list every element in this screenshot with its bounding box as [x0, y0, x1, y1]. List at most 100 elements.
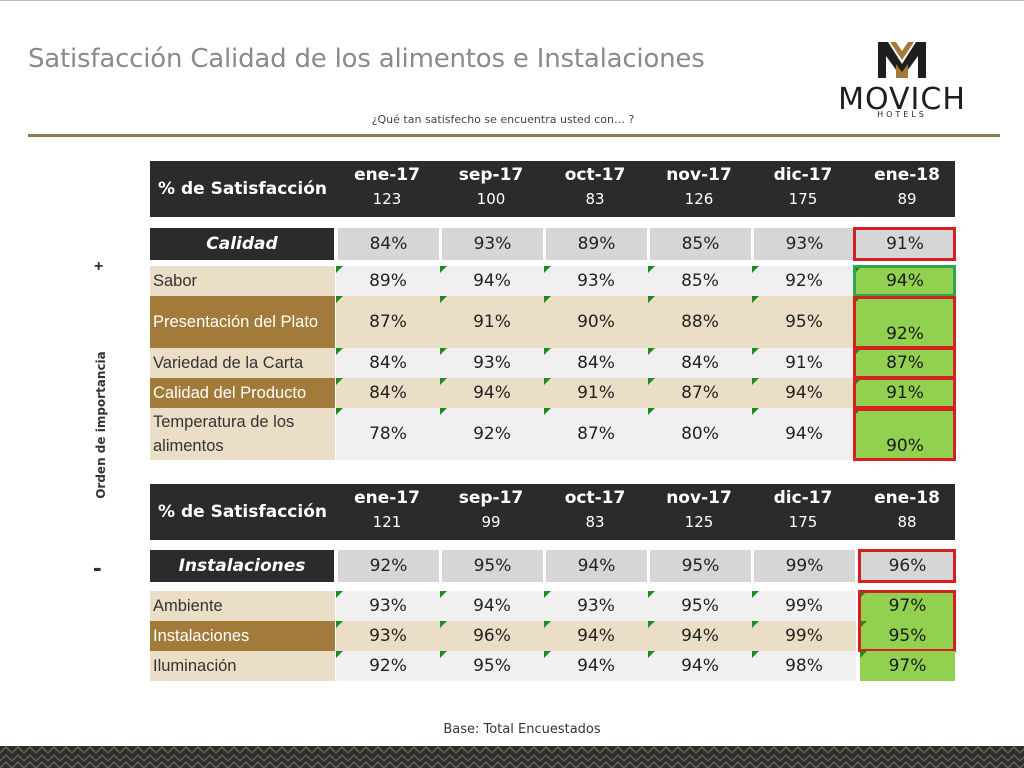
value-text: 91%	[886, 383, 924, 403]
value-text: 84%	[369, 353, 407, 373]
value-text: 87%	[369, 312, 407, 332]
value-cell: 85%	[648, 266, 752, 296]
value-cell: 93%	[440, 348, 544, 378]
value-text: 94%	[577, 656, 615, 676]
period-month: dic-17	[773, 488, 833, 508]
top-border	[0, 0, 1024, 1]
value-text: 95%	[785, 312, 823, 332]
table-row: Presentación del Plato 87% 91% 90% 88% 9…	[150, 296, 955, 348]
value-text: 87%	[577, 424, 615, 444]
category-label: Instalaciones	[150, 550, 334, 582]
value-text: 94%	[886, 271, 924, 291]
period-month: ene-17	[354, 165, 420, 185]
category-value: 91%	[855, 228, 955, 260]
period-n: 100	[476, 190, 506, 208]
page-title: Satisfacción Calidad de los alimentos e …	[28, 44, 705, 74]
period-col: ene-17 123	[335, 161, 439, 217]
value-text: 95%	[888, 626, 927, 646]
value-cell: 93%	[544, 266, 648, 296]
value-text: 98%	[785, 656, 823, 676]
period-n: 89	[897, 190, 917, 208]
value-text: 94%	[785, 424, 823, 444]
value-text: 95%	[681, 596, 719, 616]
value-text: 87%	[681, 383, 719, 403]
value-cell: 94%	[648, 651, 752, 681]
table-row: Calidad del Producto 84% 94% 91% 87% 94%…	[150, 378, 955, 408]
row-label: Sabor	[150, 266, 335, 296]
value-cell: 84%	[336, 348, 440, 378]
value-cell: 87%	[648, 378, 752, 408]
category-row: Calidad 84% 93% 89% 85% 93% 91%	[150, 228, 955, 260]
value-cell: 80%	[648, 408, 752, 460]
value-cell: 90%	[855, 408, 955, 460]
row-label: Calidad del Producto	[150, 378, 335, 408]
value-cell: 97%	[860, 651, 955, 681]
period-month: nov-17	[666, 488, 732, 508]
value-cell: 84%	[336, 378, 440, 408]
movich-logo: MOVICH HOTELS	[816, 38, 988, 122]
period-month: dic-17	[773, 165, 833, 185]
value-text: 84%	[577, 353, 615, 373]
value-cell: 93%	[336, 591, 440, 621]
value-cell: 87%	[855, 348, 955, 378]
category-value: 85%	[650, 228, 751, 260]
period-col: sep-17 100	[439, 161, 543, 217]
period-n: 121	[372, 513, 402, 531]
value-cell: 84%	[648, 348, 752, 378]
period-month: oct-17	[564, 488, 626, 508]
minus-sign: -	[93, 552, 102, 582]
value-cell: 92%	[855, 296, 955, 348]
value-text: 93%	[577, 271, 615, 291]
value-text: 97%	[888, 656, 927, 676]
value-text: 95%	[473, 656, 511, 676]
value-text: 80%	[681, 424, 719, 444]
table-header: % de Satisfacción ene-17 121 sep-17 99 oct…	[150, 484, 955, 540]
value-cell: 94%	[440, 266, 544, 296]
row-label: Variedad de la Carta	[150, 348, 335, 378]
value-cell: 90%	[544, 296, 648, 348]
logo-name: MOVICH	[838, 82, 966, 117]
period-month: ene-18	[874, 488, 940, 508]
value-cell: 91%	[544, 378, 648, 408]
period-month: sep-17	[458, 488, 524, 508]
category-value: 94%	[546, 550, 647, 582]
table-row: Instalaciones 93% 96% 94% 94% 99% 95%	[150, 621, 955, 651]
value-cell: 91%	[855, 378, 955, 408]
value-cell: 91%	[752, 348, 856, 378]
period-col: nov-17 126	[647, 161, 751, 217]
value-text: 94%	[577, 626, 615, 646]
period-col: nov-17 125	[647, 484, 751, 540]
footer-pattern-band	[0, 746, 1024, 768]
header-rule	[28, 134, 1000, 137]
period-month: oct-17	[564, 165, 626, 185]
period-month: sep-17	[458, 165, 524, 185]
period-col: oct-17 83	[543, 161, 647, 217]
category-value: 92%	[338, 550, 439, 582]
row-label: Ambiente	[150, 591, 335, 621]
value-cell: 98%	[752, 651, 856, 681]
value-cell: 87%	[544, 408, 648, 460]
value-text: 94%	[681, 656, 719, 676]
period-col: dic-17 175	[751, 161, 855, 217]
category-value: 96%	[860, 550, 955, 582]
value-text: 96%	[473, 626, 511, 646]
instalaciones-table: % de Satisfacción ene-17 121 sep-17 99 oct…	[150, 484, 956, 684]
category-value: 84%	[338, 228, 439, 260]
value-cell: 89%	[336, 266, 440, 296]
value-cell: 94%	[544, 621, 648, 651]
footer-note: Base: Total Encuestados	[443, 722, 601, 737]
value-cell: 94%	[855, 266, 955, 296]
value-cell: 95%	[860, 621, 955, 651]
category-value: 99%	[754, 550, 855, 582]
period-col: sep-17 99	[439, 484, 543, 540]
value-cell: 84%	[544, 348, 648, 378]
value-cell: 94%	[440, 378, 544, 408]
period-col: oct-17 83	[543, 484, 647, 540]
row-label: Iluminación	[150, 651, 335, 681]
value-cell: 92%	[440, 408, 544, 460]
table-row: Sabor 89% 94% 93% 85% 92% 94%	[150, 266, 955, 296]
category-value: 95%	[650, 550, 751, 582]
value-text: 94%	[473, 271, 511, 291]
value-cell: 91%	[440, 296, 544, 348]
header-label: % de Satisfacción	[158, 502, 327, 522]
